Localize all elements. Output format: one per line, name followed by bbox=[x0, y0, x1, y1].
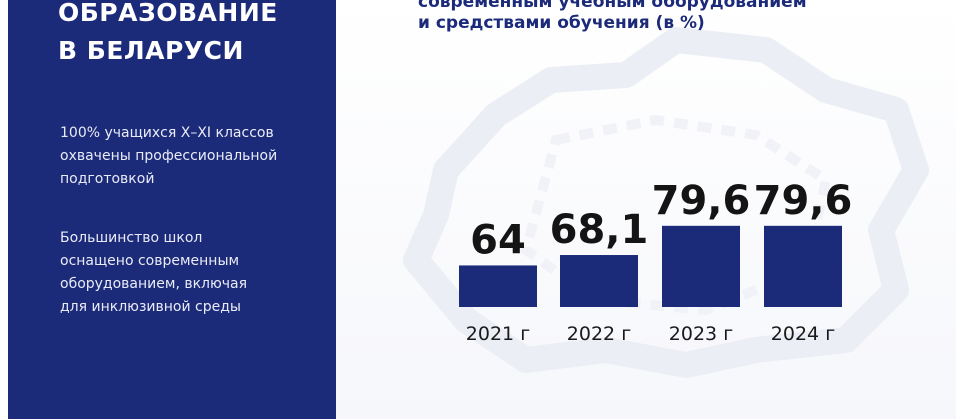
bar-value-label: 79,6 bbox=[754, 178, 853, 224]
text-line: оборудованием, включая bbox=[60, 276, 248, 292]
panel-heading-line: В БЕЛАРУСИ bbox=[58, 36, 244, 65]
belarus-outline-watermark bbox=[403, 27, 929, 378]
x-tick-label: 2021 г bbox=[466, 323, 530, 345]
chart-title-line: современным учебным оборудованием bbox=[418, 0, 807, 12]
left-info-panel: ОБРАЗОВАНИЕ В БЕЛАРУСИ 100% учащихся X–X… bbox=[8, 0, 336, 419]
vocational-training-text: 100% учащихся X–XI классов охвачены проф… bbox=[60, 122, 277, 191]
bar-2022-г bbox=[560, 255, 638, 307]
bar-2023-г bbox=[662, 225, 740, 307]
bar-value-label: 68,1 bbox=[550, 207, 649, 253]
panel-heading: ОБРАЗОВАНИЕ В БЕЛАРУСИ bbox=[58, 0, 278, 70]
chart-title-line: и средствами обучения (в %) bbox=[418, 13, 705, 33]
bar-value-label: 64 bbox=[470, 217, 526, 263]
x-tick-label: 2024 г bbox=[771, 323, 835, 345]
bar-2024-г bbox=[764, 225, 842, 307]
text-line: для инклюзивной среды bbox=[60, 299, 241, 315]
text-line: Большинство школ bbox=[60, 230, 203, 246]
text-line: подготовкой bbox=[60, 171, 155, 187]
chart-title: современным учебным оборудованием и сред… bbox=[418, 0, 807, 34]
text-line: охвачены профессиональной bbox=[60, 148, 278, 164]
bar-value-label: 79,6 bbox=[652, 178, 751, 224]
text-line: 100% учащихся X–XI классов bbox=[60, 125, 274, 141]
school-equipment-text: Большинство школ оснащено современным об… bbox=[60, 227, 247, 319]
bar-2021-г bbox=[459, 265, 537, 307]
text-line: оснащено современным bbox=[60, 253, 240, 269]
x-tick-label: 2023 г bbox=[669, 323, 733, 345]
x-tick-label: 2022 г bbox=[567, 323, 631, 345]
panel-heading-line: ОБРАЗОВАНИЕ bbox=[58, 0, 278, 27]
chart-background bbox=[336, 0, 956, 419]
